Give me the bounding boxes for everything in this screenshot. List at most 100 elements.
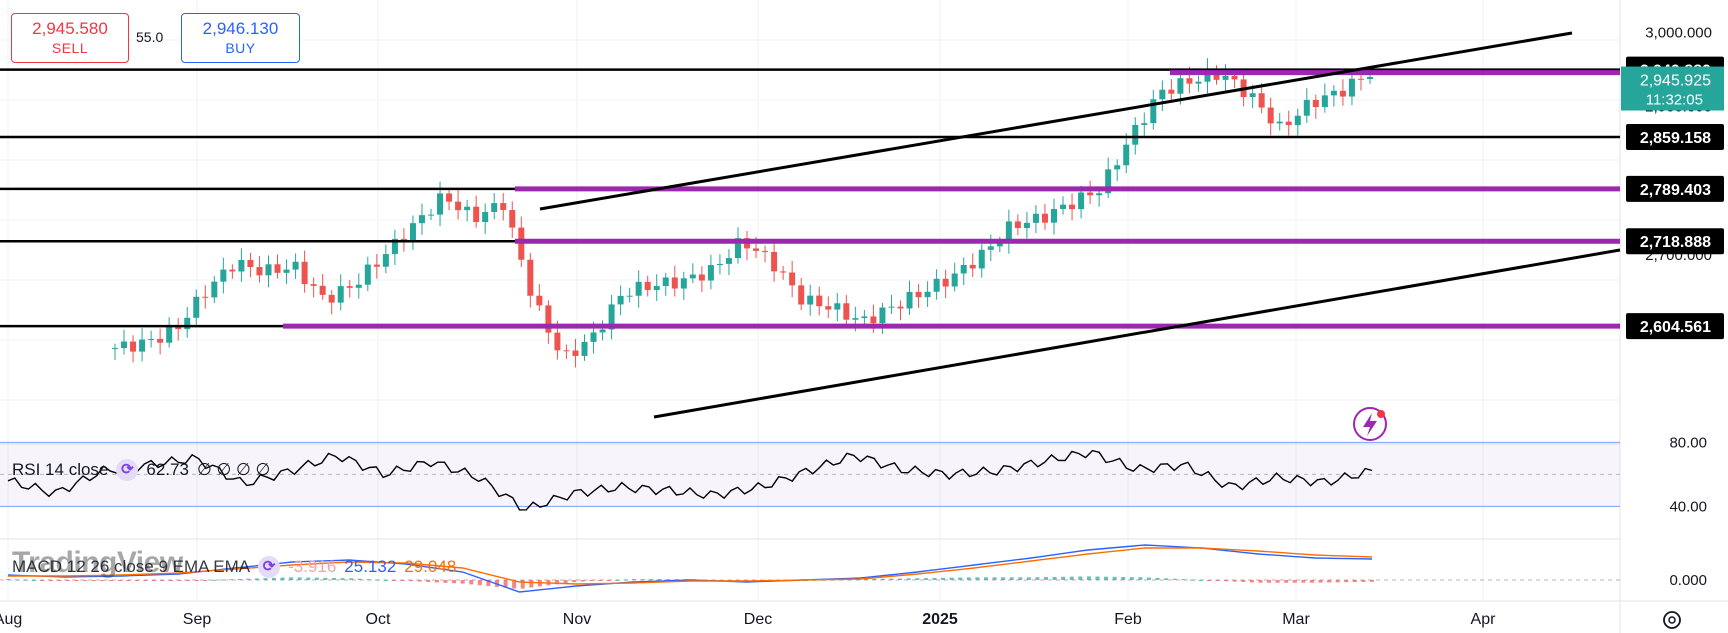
macd-histogram-bar (400, 580, 405, 581)
candle-body (734, 238, 741, 259)
candle-body (1023, 222, 1030, 229)
macd-histogram-bar (597, 580, 602, 581)
macd-histogram-bar (374, 579, 379, 581)
macd-legend[interactable]: MACD 12 26 close 9 EMA EMA ⟳ -3.916 25.1… (12, 556, 456, 578)
macd-histogram-bar (992, 577, 997, 580)
candle-body (121, 341, 128, 349)
macd-histogram-bar (580, 580, 585, 582)
macd-pane (0, 544, 1620, 593)
macd-axis-tick: 0.000 (1669, 572, 1707, 589)
macd-histogram-bar (1104, 576, 1109, 580)
candle-body (1050, 208, 1057, 223)
candle-body (554, 332, 561, 351)
macd-histogram-bar (1284, 580, 1289, 583)
candle-body (780, 271, 787, 273)
macd-histogram-bar (863, 579, 868, 581)
macd-histogram-bar (623, 579, 628, 581)
macd-histogram-bar (229, 579, 234, 581)
macd-histogram-bar (923, 578, 928, 580)
candle-body (753, 248, 760, 251)
candle-body (1276, 121, 1283, 124)
alert-bolt-icon[interactable] (1353, 407, 1387, 441)
macd-histogram-bar (1026, 577, 1031, 580)
candle-body (482, 211, 489, 223)
macd-histogram-bar (23, 579, 28, 581)
candle-body (220, 269, 227, 282)
macd-histogram-bar (872, 578, 877, 580)
candle-body (581, 341, 588, 356)
macd-histogram-bar (211, 579, 216, 581)
candle-body (870, 316, 877, 324)
candle-body (644, 281, 651, 291)
macd-histogram-bar (1172, 578, 1177, 580)
candle-body (527, 259, 534, 296)
candle-body (428, 214, 435, 216)
level-price-label: 2,859.158 (1640, 130, 1711, 147)
rsi-axis-tick: 40.00 (1669, 498, 1707, 515)
sell-button[interactable]: 2,945.580 SELL (11, 13, 129, 63)
level-price-label: 2,789.403 (1640, 182, 1711, 199)
macd-histogram-bar (237, 578, 242, 580)
macd-histogram-bar (1370, 580, 1374, 582)
rsi-value: 62.73 (146, 460, 189, 479)
candle-body (1321, 95, 1328, 108)
candle-body (671, 277, 678, 289)
chart-settings-icon[interactable] (1663, 611, 1681, 629)
candle-body (500, 203, 507, 211)
macd-histogram-bar (1224, 580, 1229, 582)
macd-histogram-bar (289, 577, 294, 580)
candle-body (653, 285, 660, 291)
cycle-icon[interactable]: ⟳ (116, 459, 139, 481)
rsi-legend[interactable]: RSI 14 close ⟳ 62.73 ∅ ∅ ∅ ∅ (12, 459, 270, 481)
macd-histogram-bar (74, 580, 79, 581)
macd-histogram-bar (572, 580, 577, 583)
candle-body (373, 264, 380, 267)
macd-histogram-bar (1215, 580, 1220, 581)
macd-histogram-bar (186, 580, 191, 581)
candle-body (491, 203, 498, 212)
macd-histogram-bar (589, 580, 594, 582)
candle-body (112, 348, 118, 350)
candle-body (572, 350, 579, 356)
candle-body (1186, 78, 1193, 84)
candle-body (328, 294, 335, 303)
buy-button[interactable]: 2,946.130 BUY (181, 13, 300, 63)
macd-histogram-bar (1146, 577, 1151, 580)
time-axis-label: Nov (563, 611, 591, 628)
macd-histogram-bar (349, 578, 354, 580)
candle-body (292, 261, 299, 270)
macd-histogram-bar (314, 577, 319, 580)
macd-histogram-bar (280, 577, 285, 580)
macd-histogram-bar (392, 580, 397, 581)
macd-histogram-bar (417, 580, 422, 582)
candle-body (1367, 77, 1373, 79)
cycle-icon[interactable]: ⟳ (258, 556, 281, 578)
candle-body (310, 284, 317, 286)
rsi-label: RSI 14 close (12, 460, 109, 479)
macd-histogram-bar (615, 579, 620, 581)
buy-price: 2,946.130 (202, 19, 279, 38)
time-axis-label: Feb (1114, 611, 1142, 628)
candle-body (130, 341, 137, 352)
sell-price: 2,945.580 (32, 19, 108, 38)
drawing-lines[interactable] (0, 31, 1621, 419)
candle-body (951, 273, 958, 287)
macd-histogram-bar (915, 578, 920, 580)
candle-body (1249, 93, 1256, 98)
macd-histogram-bar (254, 578, 259, 580)
macd-histogram-bar (409, 580, 414, 582)
macd-histogram-bar (1335, 580, 1340, 583)
price-axis[interactable]: 3,000.0002,900.0002,800.0002,700.0002,94… (1621, 24, 1724, 589)
macd-label: MACD 12 26 close 9 EMA EMA (12, 557, 251, 576)
macd-histogram-bar (297, 577, 302, 580)
candle-body (536, 295, 543, 306)
time-axis[interactable]: Aug Sep Oct Nov Dec 2025 Feb Mar Apr (0, 611, 1496, 628)
candle-body (1285, 121, 1292, 126)
spread-value: 55.0 (136, 29, 164, 45)
macd-histogram-bar (168, 580, 173, 581)
macd-histogram-bar (1078, 576, 1083, 580)
candlestick-series (112, 58, 1373, 368)
macd-histogram-bar (1086, 576, 1091, 580)
candle-body (1132, 124, 1139, 145)
